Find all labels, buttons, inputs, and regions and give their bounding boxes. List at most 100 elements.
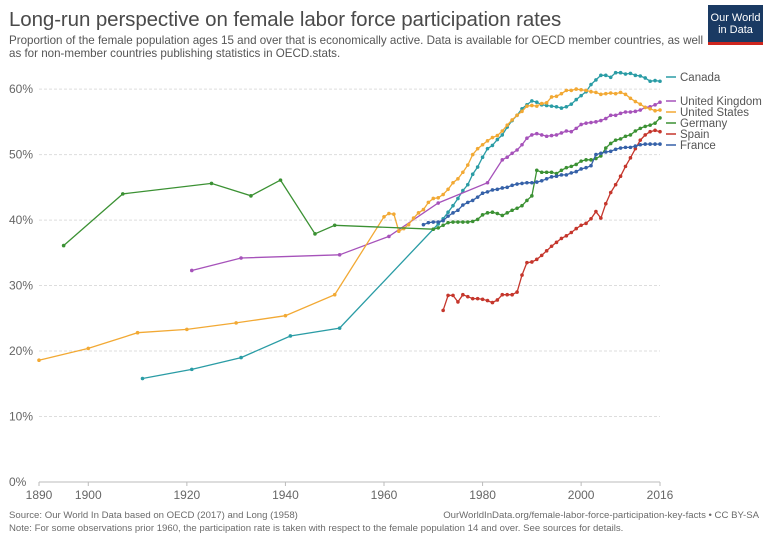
data-point-united-states (411, 216, 416, 220)
data-point-germany (480, 213, 485, 217)
data-point-france (549, 175, 554, 179)
data-point-france (653, 142, 657, 146)
source-note: Source: Our World In Data based on OECD … (9, 510, 298, 521)
data-point-france (421, 222, 426, 227)
data-point-germany (278, 178, 283, 182)
data-point-united-states (618, 90, 623, 95)
data-point-united-states (549, 95, 554, 99)
data-point-united-states (500, 129, 505, 133)
data-point-spain (515, 290, 519, 294)
data-point-germany (653, 121, 657, 125)
data-point-united-states (534, 104, 539, 108)
data-point-united-states (475, 146, 480, 151)
x-tick-label: 1920 (174, 488, 201, 502)
data-point-united-states (613, 91, 618, 96)
data-point-united-kingdom (653, 103, 657, 107)
data-point-united-states (658, 108, 662, 112)
data-point-germany (461, 220, 465, 224)
data-point-france (520, 181, 524, 186)
data-point-united-states (416, 211, 421, 215)
data-point-canada (470, 172, 475, 177)
data-point-spain (554, 240, 559, 245)
data-point-germany (505, 211, 510, 215)
data-point-germany (643, 124, 648, 129)
data-point-canada (569, 102, 574, 106)
data-point-canada (480, 155, 485, 159)
data-point-germany (475, 217, 480, 222)
data-point-france (623, 145, 628, 150)
data-point-united-states (485, 139, 490, 143)
data-point-canada (564, 104, 569, 109)
data-point-spain (603, 201, 608, 206)
data-point-germany (490, 210, 495, 215)
data-point-france (456, 208, 460, 213)
logo-line-1: Our World (710, 11, 761, 24)
data-point-united-kingdom (618, 111, 623, 116)
data-point-united-kingdom (589, 120, 593, 125)
data-point-united-states (135, 330, 140, 335)
data-point-united-states (406, 222, 411, 227)
data-point-france (500, 186, 505, 190)
data-point-germany (628, 133, 633, 137)
data-point-united-states (589, 89, 593, 94)
license-link[interactable]: OurWorldInData.org/female-labor-force-pa… (443, 510, 759, 521)
data-point-germany (589, 158, 593, 162)
data-point-united-states (599, 92, 603, 97)
data-point-united-kingdom (594, 120, 598, 124)
data-point-united-states (579, 87, 583, 92)
data-point-spain (574, 226, 579, 231)
data-point-united-states (564, 88, 569, 93)
data-point-united-states (480, 142, 485, 147)
data-point-canada (554, 104, 559, 109)
data-point-united-states (603, 91, 608, 96)
data-point-spain (525, 260, 529, 265)
data-point-spain (544, 249, 549, 253)
data-point-united-states (505, 123, 510, 127)
data-point-canada (485, 146, 490, 151)
legend-label-united-kingdom: United Kingdom (680, 96, 762, 108)
data-point-spain (446, 293, 450, 298)
data-point-france (544, 177, 549, 181)
data-point-united-states (643, 105, 648, 110)
data-point-germany (530, 194, 534, 198)
data-point-france (441, 218, 445, 223)
data-point-united-states (441, 192, 445, 197)
data-point-united-kingdom (603, 116, 608, 121)
data-point-germany (549, 170, 554, 175)
data-point-spain (638, 138, 643, 142)
data-point-canada (465, 182, 470, 187)
owid-logo[interactable]: Our World in Data (708, 5, 763, 45)
data-point-canada (534, 100, 539, 104)
data-point-spain (594, 209, 598, 214)
data-point-france (603, 150, 608, 154)
data-point-united-states (633, 99, 638, 104)
data-point-canada (490, 143, 495, 148)
data-point-united-states (185, 327, 189, 332)
data-point-france (505, 185, 510, 190)
data-point-united-kingdom (505, 155, 510, 159)
legend-label-spain: Spain (680, 129, 709, 141)
data-point-united-kingdom (564, 129, 569, 133)
data-point-canada (574, 97, 579, 102)
data-point-france (495, 187, 500, 192)
data-point-united-states (451, 180, 455, 185)
data-point-canada (623, 72, 628, 76)
data-point-france (599, 151, 603, 156)
data-point-united-kingdom (579, 122, 583, 127)
data-point-spain (658, 129, 662, 134)
data-point-spain (500, 292, 505, 297)
data-point-france (475, 195, 480, 199)
data-point-united-kingdom (520, 142, 524, 147)
data-point-germany (456, 220, 460, 224)
data-point-united-kingdom (559, 131, 564, 135)
data-point-spain (559, 236, 564, 241)
data-point-canada (613, 70, 618, 75)
data-point-united-kingdom (544, 134, 549, 139)
data-point-germany (515, 206, 519, 211)
series-line-united-kingdom (191, 101, 661, 272)
data-point-spain (520, 273, 524, 277)
data-point-canada (544, 103, 549, 108)
data-point-spain (495, 298, 500, 302)
data-point-germany (539, 170, 544, 175)
data-point-france (589, 163, 593, 168)
